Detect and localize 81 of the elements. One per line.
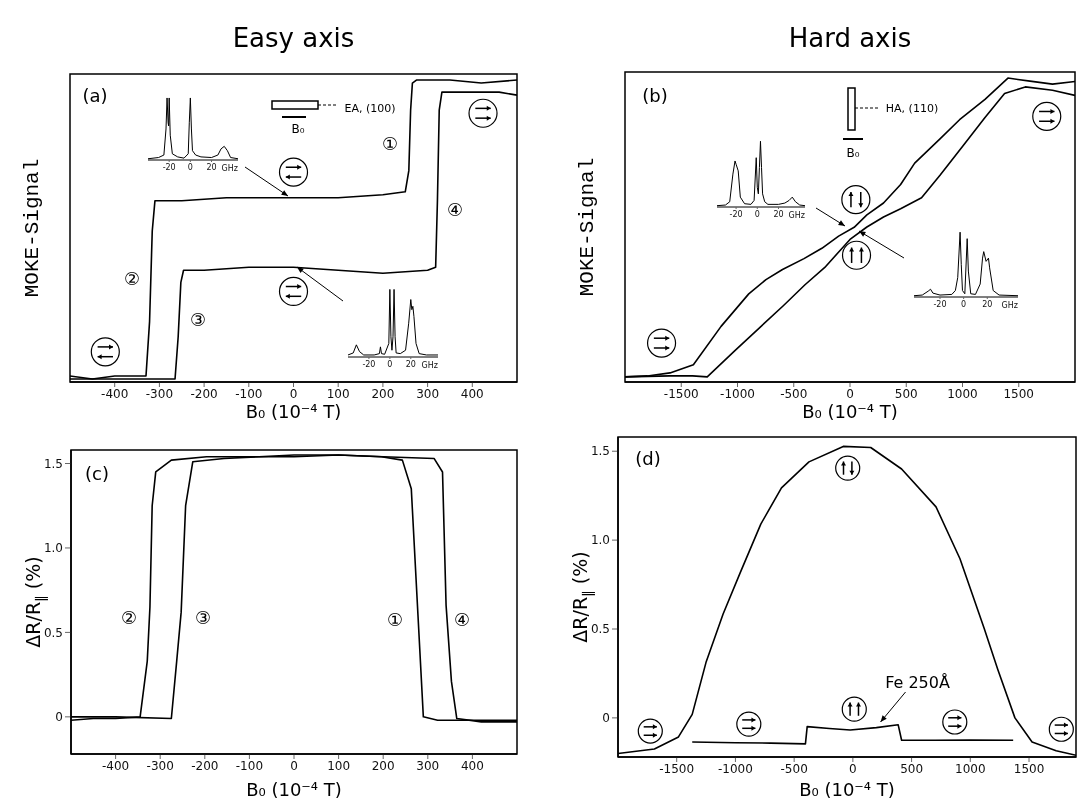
x-tick-label: -300 xyxy=(145,386,174,401)
x-axis-title: GHz xyxy=(221,164,238,173)
x-axis-title: B₀ (10⁻⁴ T) xyxy=(799,779,895,800)
annotation: ① xyxy=(381,132,399,154)
chart-title: Hard axis xyxy=(788,23,912,53)
x-tick-label: -1000 xyxy=(720,386,755,401)
annotation: B₀ xyxy=(291,122,305,136)
x-tick-label: -400 xyxy=(101,386,129,401)
x-tick-label: -20 xyxy=(362,359,376,369)
y-axis-title: MOKE-Signal xyxy=(20,158,44,298)
y-tick-label: 0.5 xyxy=(43,625,63,640)
chart-title: Easy axis xyxy=(232,23,355,53)
annotation: ③ xyxy=(194,606,212,628)
x-tick-label: 1000 xyxy=(947,386,978,401)
annotation: ② xyxy=(120,606,138,628)
x-tick-label: 500 xyxy=(894,386,918,401)
y-tick-label: 1.5 xyxy=(590,444,610,459)
x-tick-label: -500 xyxy=(780,761,808,776)
x-tick-label: 1500 xyxy=(1003,386,1035,401)
x-axis-title: GHz xyxy=(788,211,805,220)
x-tick-label: 20 xyxy=(206,162,217,172)
annotation: (c) xyxy=(85,462,109,484)
x-tick-label: 0 xyxy=(289,386,298,401)
x-tick-label: -1500 xyxy=(663,386,699,401)
annotation: B₀ xyxy=(846,146,860,160)
annotation: HA, (110) xyxy=(885,101,939,115)
x-tick-label: 0 xyxy=(754,209,760,219)
y-tick-label: 1.0 xyxy=(43,541,63,556)
annotation: (a) xyxy=(82,84,108,106)
x-tick-label: 200 xyxy=(371,758,395,773)
annotation: ④ xyxy=(446,198,464,220)
annotation: ④ xyxy=(453,608,471,630)
x-tick-label: 0 xyxy=(961,299,967,309)
x-tick-label: 0 xyxy=(290,758,298,773)
annotation: EA, (100) xyxy=(344,101,396,115)
x-tick-label: 100 xyxy=(326,386,350,401)
y-tick-label: 0 xyxy=(602,711,610,726)
annotation: Fe 250Å xyxy=(885,672,950,692)
x-axis-title: B₀ (10⁻⁴ T) xyxy=(245,401,342,422)
x-tick-label: 1000 xyxy=(955,761,986,776)
x-tick-label: 20 xyxy=(982,299,993,309)
annotation: ③ xyxy=(189,308,207,330)
x-tick-label: -200 xyxy=(190,386,218,401)
x-tick-label: 0 xyxy=(846,386,854,401)
annotation: (b) xyxy=(642,84,668,106)
x-tick-label: 0 xyxy=(387,359,393,369)
x-axis-title: B₀ (10⁻⁴ T) xyxy=(246,779,342,800)
x-tick-label: -20 xyxy=(162,162,176,172)
x-tick-label: 20 xyxy=(405,359,416,369)
annotation: ① xyxy=(386,608,404,630)
y-tick-label: 1.5 xyxy=(43,456,63,471)
x-tick-label: -200 xyxy=(191,758,219,773)
x-axis-title: GHz xyxy=(421,361,438,370)
x-tick-label: 0 xyxy=(187,162,193,172)
x-tick-label: 100 xyxy=(327,758,351,773)
x-tick-label: 200 xyxy=(371,386,395,401)
annotation: (d) xyxy=(635,447,661,469)
annotation: ② xyxy=(123,267,141,289)
x-tick-label: 400 xyxy=(460,758,484,773)
y-tick-label: 1.0 xyxy=(590,533,610,548)
x-tick-label: 300 xyxy=(416,386,440,401)
x-tick-label: 1500 xyxy=(1013,761,1045,776)
x-tick-label: 300 xyxy=(416,758,440,773)
x-tick-label: -100 xyxy=(235,758,264,773)
x-tick-label: -300 xyxy=(146,758,174,773)
y-tick-label: 0.5 xyxy=(590,622,610,637)
x-tick-label: -1500 xyxy=(659,761,695,776)
x-tick-label: 500 xyxy=(900,761,924,776)
x-tick-label: -100 xyxy=(235,386,263,401)
x-axis-title: GHz xyxy=(1001,301,1018,310)
x-tick-label: -20 xyxy=(729,209,743,219)
x-tick-label: -1000 xyxy=(718,761,753,776)
x-tick-label: 400 xyxy=(460,386,484,401)
x-tick-label: 0 xyxy=(849,761,857,776)
x-tick-label: 20 xyxy=(773,209,784,219)
x-tick-label: -400 xyxy=(101,758,130,773)
x-axis-title: B₀ (10⁻⁴ T) xyxy=(802,401,898,422)
x-tick-label: -500 xyxy=(780,386,808,401)
y-axis-title: MOKE-Signal xyxy=(575,157,599,297)
x-tick-label: -20 xyxy=(933,299,947,309)
y-tick-label: 0 xyxy=(55,710,63,725)
